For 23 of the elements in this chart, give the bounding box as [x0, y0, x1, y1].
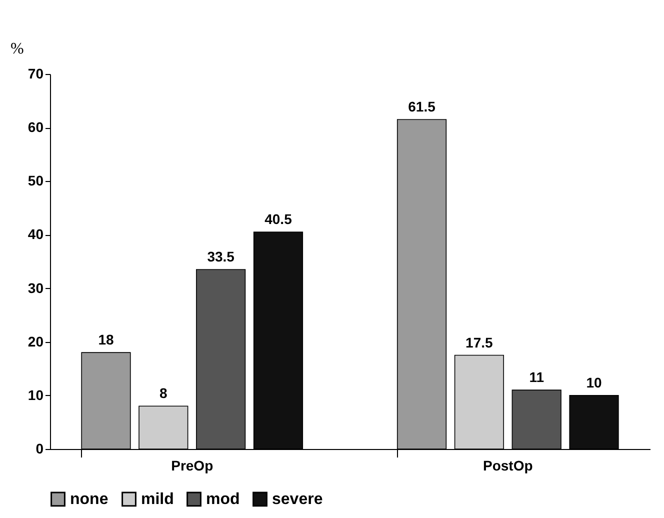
data-label: 33.5: [207, 248, 235, 265]
data-label: 18: [98, 332, 114, 348]
data-label: 11: [529, 369, 544, 386]
y-tick-label: 10: [28, 386, 44, 403]
y-tick-label: 70: [28, 66, 44, 82]
legend-label: mod: [206, 491, 240, 508]
data-label: 40.5: [264, 211, 292, 228]
y-tick-label: 60: [28, 119, 44, 136]
legend-label: mild: [141, 491, 174, 508]
legend-label: none: [70, 491, 108, 508]
y-tick-label: 40: [28, 226, 44, 242]
legend-label: severe: [272, 491, 323, 508]
x-tick-label: PostOp: [483, 458, 533, 474]
y-axis-title: %: [10, 40, 24, 58]
data-label: 10: [586, 374, 602, 390]
data-label: 8: [160, 385, 168, 402]
y-tick-label: 30: [28, 280, 44, 296]
data-label: 17.5: [466, 334, 494, 350]
data-label: 61.5: [408, 98, 436, 115]
y-tick-label: 50: [28, 172, 44, 189]
y-tick-label: 20: [28, 333, 44, 350]
y-tick-label: 0: [36, 440, 44, 456]
x-tick-label: PreOp: [171, 458, 214, 474]
